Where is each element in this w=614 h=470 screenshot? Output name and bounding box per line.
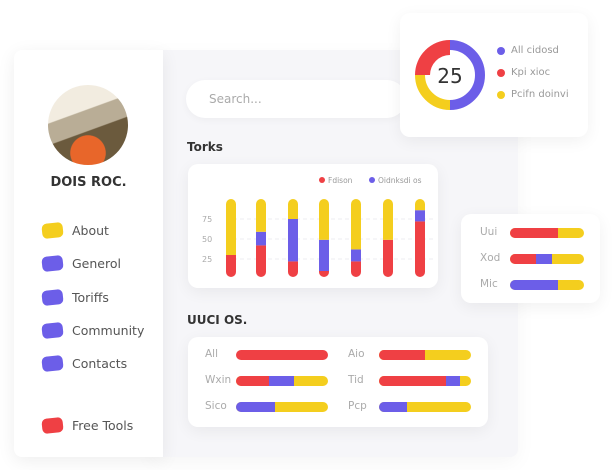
- nav-label: Free Tools: [72, 418, 134, 433]
- bar-4-yellow-segment: [319, 199, 329, 240]
- horizontal-bar: [379, 350, 471, 360]
- bar-7-yellow-segment: [415, 199, 425, 211]
- bar-blue-segment: [446, 376, 460, 386]
- donut-segment-red: [415, 40, 450, 75]
- legend-dot-icon: [497, 46, 505, 55]
- bar-7-blue-segment: [415, 210, 425, 222]
- bar-red-segment: [379, 376, 447, 386]
- bar-3-blue-segment: [288, 219, 298, 262]
- bar-1-yellow-segment: [226, 199, 236, 255]
- nav-blob-icon: [41, 321, 64, 340]
- bar-1-red-segment: [226, 255, 236, 277]
- nav-item-free-tools[interactable]: Free Tools: [41, 416, 134, 435]
- bar-5-blue-segment: [351, 249, 361, 262]
- avatar: [48, 85, 128, 165]
- donut-legend-item: All cidosd: [497, 44, 569, 57]
- nav-item-about[interactable]: About: [41, 221, 109, 240]
- nav-blob-icon: [41, 288, 64, 307]
- y-tick-label: 75: [202, 215, 212, 224]
- bar-label: Wxin: [205, 374, 232, 386]
- horizontal-bar: [510, 228, 584, 238]
- nav-item-contacts[interactable]: Contacts: [41, 354, 128, 373]
- bar-2-blue-segment: [256, 231, 266, 246]
- bar-red-segment: [236, 350, 328, 360]
- side-bars-card: Uui Xod Mic: [461, 214, 600, 303]
- legend-label: Kpi xioc: [511, 67, 551, 78]
- bar-blue-segment: [269, 376, 294, 386]
- donut-chart: 25: [415, 40, 485, 110]
- bar-3-yellow-segment: [288, 199, 298, 219]
- legend-dot-icon: [497, 90, 505, 99]
- search-input[interactable]: Search...: [186, 80, 406, 118]
- legend-dot-icon: [497, 68, 505, 77]
- bar-2-red-segment: [256, 245, 266, 277]
- bar-chart-card: 75 50 25 Fdison Oidnksdi os: [188, 164, 438, 288]
- bar-4-red-segment: [319, 271, 329, 277]
- donut-legend-item: Kpi xioc: [497, 66, 569, 79]
- horizontal-bar: [510, 254, 584, 264]
- bar-blue-segment: [379, 402, 407, 412]
- y-tick-label: 25: [202, 255, 212, 264]
- bar-4-blue-segment: [319, 239, 329, 271]
- nav-blob-icon: [41, 354, 64, 373]
- nav-item-generol[interactable]: Generol: [41, 254, 121, 273]
- bar-label: Pcp: [348, 400, 367, 412]
- nav-label: Generol: [72, 256, 121, 271]
- donut-value: 25: [437, 64, 462, 88]
- nav-label: About: [72, 223, 109, 238]
- nav-label: Community: [72, 323, 145, 338]
- bar-label: All: [205, 348, 219, 360]
- horizontal-bar: [236, 376, 328, 386]
- bar-5-red-segment: [351, 261, 361, 277]
- nav-item-toriffs[interactable]: Toriffs: [41, 288, 109, 307]
- legend-label: Pcifn doinvi: [511, 89, 569, 100]
- bar-label: Uui: [480, 226, 498, 238]
- bar-5-yellow-segment: [351, 199, 361, 250]
- y-tick-label: 50: [202, 235, 212, 244]
- bar-blue-segment: [510, 280, 559, 290]
- bar-label: Aio: [348, 348, 365, 360]
- bar-label: Mic: [480, 278, 498, 290]
- torks-title: Torks: [187, 140, 223, 154]
- bar-red-segment: [379, 350, 425, 360]
- nav-blob-icon: [41, 254, 64, 273]
- donut-card: 25 All cidosd Kpi xioc Pcifn doinvi: [400, 13, 588, 137]
- donut-legend-item: Pcifn doinvi: [497, 88, 569, 101]
- legend-dot-icon: [369, 177, 375, 183]
- bar-blue-segment: [236, 402, 275, 412]
- legend-label: Fdison: [328, 176, 353, 185]
- bar-label: Sico: [205, 400, 227, 412]
- uuci-card: All Aio Wxin Tid Sico Pcp: [188, 337, 488, 427]
- bar-3-red-segment: [288, 261, 298, 277]
- legend-dot-icon: [319, 177, 325, 183]
- horizontal-bar: [379, 376, 471, 386]
- horizontal-bar: [236, 402, 328, 412]
- nav-label: Contacts: [72, 356, 128, 371]
- legend-label: All cidosd: [511, 45, 559, 56]
- bar-2-yellow-segment: [256, 199, 266, 232]
- horizontal-bar: [236, 350, 328, 360]
- nav-blob-icon: [41, 416, 64, 435]
- bar-chart: 75 50 25 Fdison Oidnksdi os: [202, 176, 433, 277]
- bar-red-segment: [236, 376, 270, 386]
- sidebar: DOIS ROC. About Generol Toriffs Community Co…: [14, 50, 163, 457]
- horizontal-bar: [510, 280, 584, 290]
- bar-blue-segment: [535, 254, 553, 264]
- bar-6-yellow-segment: [383, 199, 393, 240]
- nav-label: Toriffs: [72, 290, 109, 305]
- nav-item-community[interactable]: Community: [41, 321, 145, 340]
- uuci-title: UUCI OS.: [187, 313, 248, 327]
- bar-7-red-segment: [415, 221, 425, 277]
- bar-red-segment: [510, 254, 536, 264]
- profile-name: DOIS ROC.: [50, 175, 127, 190]
- bar-red-segment: [510, 228, 559, 238]
- nav-blob-icon: [41, 221, 64, 240]
- legend-label: Oidnksdi os: [378, 176, 422, 185]
- bar-label: Tid: [348, 374, 364, 386]
- bar-6-red-segment: [383, 239, 393, 277]
- horizontal-bar: [379, 402, 471, 412]
- bar-label: Xod: [480, 252, 501, 264]
